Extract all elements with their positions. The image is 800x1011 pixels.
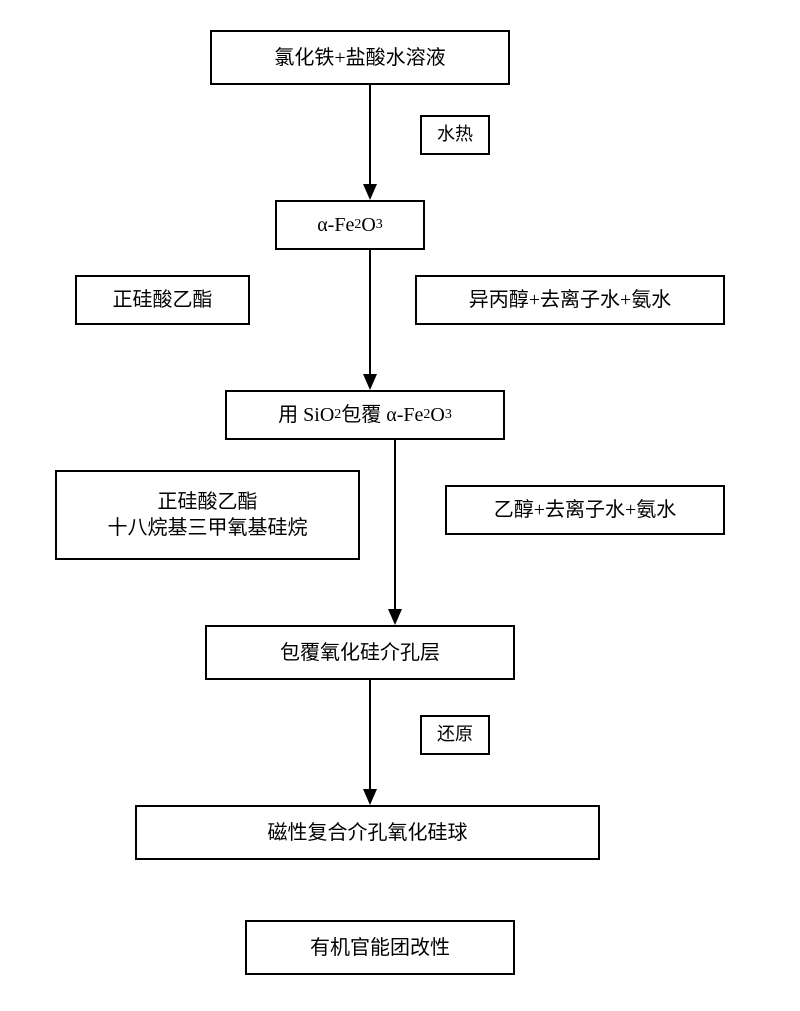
- flow-node-n6: 正硅酸乙酯十八烷基三甲氧基硅烷: [55, 470, 360, 560]
- flow-node-n9: 磁性复合介孔氧化硅球: [135, 805, 600, 860]
- flow-node-n7: 乙醇+去离子水+氨水: [445, 485, 725, 535]
- arrow-head-icon: [363, 184, 377, 200]
- flow-node-n5: 用 SiO2包覆 α-Fe2O3: [225, 390, 505, 440]
- edge-label-l2: 还原: [420, 715, 490, 755]
- edge-label-l1: 水热: [420, 115, 490, 155]
- flow-node-n8: 包覆氧化硅介孔层: [205, 625, 515, 680]
- flow-node-n4: 异丙醇+去离子水+氨水: [415, 275, 725, 325]
- arrow-head-icon: [388, 609, 402, 625]
- flow-node-n2: α-Fe2O3: [275, 200, 425, 250]
- flow-node-n3: 正硅酸乙酯: [75, 275, 250, 325]
- arrow-head-icon: [363, 789, 377, 805]
- flow-node-n1: 氯化铁+盐酸水溶液: [210, 30, 510, 85]
- flow-node-n10: 有机官能团改性: [245, 920, 515, 975]
- arrow-head-icon: [363, 374, 377, 390]
